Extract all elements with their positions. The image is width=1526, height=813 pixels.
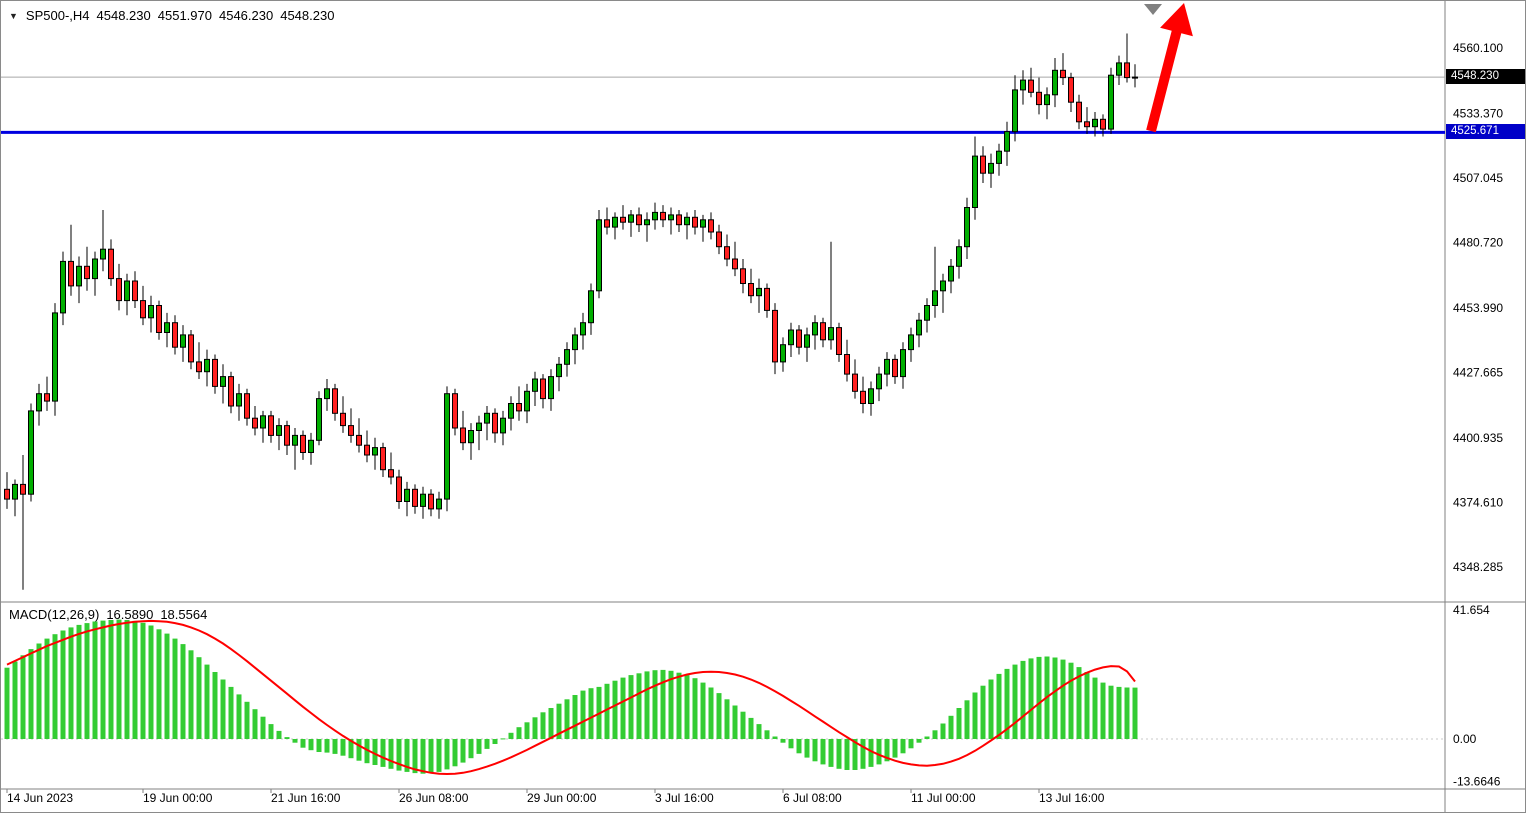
symbol-period-label: SP500-,H4 bbox=[25, 8, 90, 23]
macd-tick-label: -13.6646 bbox=[1453, 774, 1501, 788]
price-tick-label: 4427.665 bbox=[1453, 366, 1503, 380]
macd-name: MACD(12,26,9) bbox=[9, 607, 100, 622]
time-tick-label: 21 Jun 16:00 bbox=[271, 791, 341, 805]
price-tick-label: 4453.990 bbox=[1453, 301, 1503, 315]
time-tick-label: 14 Jun 2023 bbox=[7, 791, 73, 805]
price-tick-label: 4560.100 bbox=[1453, 41, 1503, 55]
time-tick-label: 26 Jun 08:00 bbox=[399, 791, 469, 805]
macd-tick-label: 41.654 bbox=[1453, 603, 1490, 617]
time-tick-label: 19 Jun 00:00 bbox=[143, 791, 213, 805]
price-tick-label: 4400.935 bbox=[1453, 431, 1503, 445]
price-tick-label: 4533.370 bbox=[1453, 107, 1503, 121]
time-tick-label: 29 Jun 00:00 bbox=[527, 791, 597, 805]
current-price-badge: 4548.230 bbox=[1446, 69, 1525, 85]
price-tick-label: 4507.045 bbox=[1453, 171, 1503, 185]
price-axis[interactable]: 4560.100 4533.370 4507.045 4480.720 4453.990… bbox=[1453, 41, 1503, 574]
hline-price-badge: 4525.671 bbox=[1446, 124, 1525, 140]
ohlc-open: 4548.230 bbox=[96, 8, 151, 23]
ohlc-close: 4548.230 bbox=[280, 8, 335, 23]
macd-axis[interactable]: 41.654 0.00 -13.6646 bbox=[1453, 603, 1501, 789]
chart-shift-marker-icon bbox=[1144, 4, 1162, 15]
ohlc-low: 4546.230 bbox=[218, 8, 274, 23]
macd-indicator-label: MACD(12,26,9) 16.5890 18.5564 bbox=[9, 607, 207, 622]
macd-tick-label: 0.00 bbox=[1453, 732, 1477, 746]
price-tick-label: 4348.285 bbox=[1453, 560, 1503, 574]
macd-signal-line bbox=[6, 619, 1136, 776]
price-tick-label: 4480.720 bbox=[1453, 236, 1503, 250]
time-tick-label: 6 Jul 08:00 bbox=[783, 791, 842, 805]
symbol-marker-icon: ▼ bbox=[9, 10, 18, 21]
macd-value: 16.5890 bbox=[106, 607, 154, 622]
time-tick-label: 11 Jul 00:00 bbox=[911, 791, 976, 805]
macd-histogram bbox=[4, 619, 1138, 774]
trend-arrow[interactable] bbox=[1146, 3, 1193, 133]
time-tick-label: 3 Jul 16:00 bbox=[655, 791, 714, 805]
price-tick-label: 4374.610 bbox=[1453, 496, 1503, 510]
symbol-header: ▼ SP500-,H4 4548.230 4551.970 4546.230 4… bbox=[9, 8, 334, 23]
ohlc-high: 4551.970 bbox=[157, 8, 212, 23]
time-axis[interactable]: 14 Jun 2023 19 Jun 00:00 21 Jun 16:00 26 Ju… bbox=[6, 789, 1105, 805]
candles bbox=[4, 33, 1138, 590]
time-tick-label: 13 Jul 16:00 bbox=[1039, 791, 1105, 805]
macd-signal-value: 18.5564 bbox=[160, 607, 208, 622]
